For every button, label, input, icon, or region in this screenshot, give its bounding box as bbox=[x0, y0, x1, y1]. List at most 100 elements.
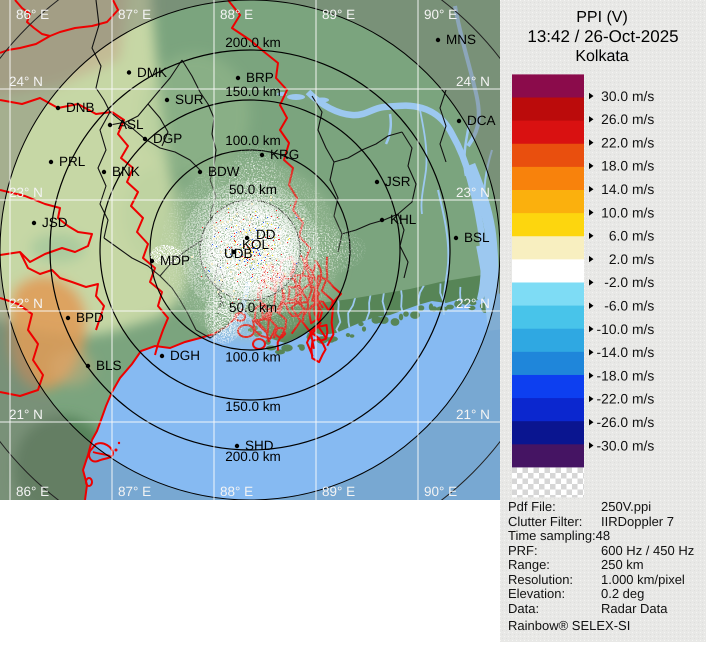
svg-text:18.0: 18.0 bbox=[601, 159, 628, 174]
svg-text:Time sampling:48: Time sampling:48 bbox=[508, 528, 610, 543]
svg-text:1.000 km/pixel: 1.000 km/pixel bbox=[601, 572, 685, 587]
svg-text:250 km: 250 km bbox=[601, 557, 644, 572]
svg-text:m/s: m/s bbox=[632, 229, 654, 244]
svg-text:89° E: 89° E bbox=[322, 7, 355, 22]
svg-text:23° N: 23° N bbox=[9, 185, 43, 200]
svg-text:MNS: MNS bbox=[446, 32, 476, 47]
svg-text:JSD: JSD bbox=[42, 215, 68, 230]
svg-text:KRG: KRG bbox=[270, 147, 299, 162]
svg-text:DD: DD bbox=[256, 227, 276, 242]
svg-text:m/s: m/s bbox=[632, 368, 654, 383]
svg-text:m/s: m/s bbox=[632, 182, 654, 197]
svg-text:SHD: SHD bbox=[245, 438, 274, 453]
svg-text:SUR: SUR bbox=[175, 92, 204, 107]
svg-text:250V.ppi: 250V.ppi bbox=[601, 499, 651, 514]
svg-text:m/s: m/s bbox=[632, 159, 654, 174]
svg-text:DCA: DCA bbox=[467, 113, 496, 128]
svg-text:MDP: MDP bbox=[160, 253, 190, 268]
svg-text:30.0: 30.0 bbox=[601, 89, 628, 104]
svg-text:BDW: BDW bbox=[208, 164, 240, 179]
svg-text:m/s: m/s bbox=[632, 89, 654, 104]
svg-text:88° E: 88° E bbox=[220, 7, 253, 22]
svg-text:6.0: 6.0 bbox=[609, 229, 629, 244]
svg-text:90° E: 90° E bbox=[424, 484, 457, 499]
svg-text:ASL: ASL bbox=[118, 117, 144, 132]
svg-text:2.0: 2.0 bbox=[609, 252, 629, 267]
svg-text:-6.0: -6.0 bbox=[604, 299, 628, 314]
svg-text:50.0 km: 50.0 km bbox=[229, 182, 277, 197]
svg-text:-22.0: -22.0 bbox=[597, 392, 629, 407]
svg-text:m/s: m/s bbox=[632, 438, 654, 453]
svg-text:PPI (V): PPI (V) bbox=[576, 9, 628, 26]
svg-text:-30.0: -30.0 bbox=[597, 438, 629, 453]
svg-text:23° N: 23° N bbox=[456, 185, 490, 200]
svg-text:89° E: 89° E bbox=[322, 484, 355, 499]
svg-text:BSL: BSL bbox=[464, 230, 490, 245]
svg-text:22.0: 22.0 bbox=[601, 135, 628, 150]
svg-text:UDB: UDB bbox=[224, 246, 253, 261]
svg-text:DNB: DNB bbox=[66, 100, 95, 115]
svg-text:200.0 km: 200.0 km bbox=[225, 449, 281, 464]
svg-text:Rainbow® SELEX-SI: Rainbow® SELEX-SI bbox=[508, 618, 630, 633]
svg-text:-14.0: -14.0 bbox=[597, 345, 629, 360]
svg-text:Range:: Range: bbox=[508, 557, 550, 572]
svg-text:KHL: KHL bbox=[390, 212, 417, 227]
svg-text:KOL: KOL bbox=[242, 237, 270, 252]
svg-text:BPD: BPD bbox=[76, 310, 104, 325]
svg-text:JSR: JSR bbox=[385, 174, 411, 189]
svg-text:200.0 km: 200.0 km bbox=[225, 35, 281, 50]
svg-text:21° N: 21° N bbox=[456, 407, 490, 422]
svg-text:24° N: 24° N bbox=[456, 74, 490, 89]
svg-text:BNK: BNK bbox=[112, 164, 140, 179]
svg-text:PRL: PRL bbox=[59, 154, 86, 169]
svg-text:m/s: m/s bbox=[632, 135, 654, 150]
svg-text:24° N: 24° N bbox=[9, 74, 43, 89]
svg-text:Pdf File:: Pdf File: bbox=[508, 499, 556, 514]
svg-text:21° N: 21° N bbox=[9, 407, 43, 422]
svg-text:m/s: m/s bbox=[632, 345, 654, 360]
svg-text:50.0 km: 50.0 km bbox=[229, 300, 277, 315]
svg-text:0.2 deg: 0.2 deg bbox=[601, 586, 644, 601]
svg-text:150.0 km: 150.0 km bbox=[225, 399, 281, 414]
svg-text:13:42 / 26-Oct-2025: 13:42 / 26-Oct-2025 bbox=[527, 27, 678, 46]
svg-text:100.0 km: 100.0 km bbox=[225, 350, 281, 365]
svg-text:m/s: m/s bbox=[632, 275, 654, 290]
svg-text:86° E: 86° E bbox=[16, 484, 49, 499]
svg-text:88° E: 88° E bbox=[220, 484, 253, 499]
svg-text:Elevation:: Elevation: bbox=[508, 586, 565, 601]
svg-text:m/s: m/s bbox=[632, 392, 654, 407]
svg-text:m/s: m/s bbox=[632, 322, 654, 337]
svg-text:10.0: 10.0 bbox=[601, 205, 628, 220]
svg-text:Data:: Data: bbox=[508, 601, 539, 616]
svg-text:IIRDoppler 7: IIRDoppler 7 bbox=[601, 514, 674, 529]
svg-text:87° E: 87° E bbox=[118, 7, 151, 22]
svg-text:m/s: m/s bbox=[632, 299, 654, 314]
svg-text:150.0 km: 150.0 km bbox=[225, 84, 281, 99]
svg-text:Clutter Filter:: Clutter Filter: bbox=[508, 514, 582, 529]
svg-text:m/s: m/s bbox=[632, 252, 654, 267]
svg-text:BRP: BRP bbox=[246, 70, 274, 85]
svg-text:87° E: 87° E bbox=[118, 484, 151, 499]
svg-text:14.0: 14.0 bbox=[601, 182, 628, 197]
svg-text:-10.0: -10.0 bbox=[597, 322, 629, 337]
svg-text:26.0: 26.0 bbox=[601, 112, 628, 127]
svg-text:DGH: DGH bbox=[170, 348, 200, 363]
svg-text:22° N: 22° N bbox=[456, 296, 490, 311]
svg-text:22° N: 22° N bbox=[9, 296, 43, 311]
svg-text:m/s: m/s bbox=[632, 415, 654, 430]
svg-text:86° E: 86° E bbox=[16, 7, 49, 22]
svg-text:Radar Data: Radar Data bbox=[601, 601, 668, 616]
svg-text:DGP: DGP bbox=[153, 131, 182, 146]
svg-text:Kolkata: Kolkata bbox=[575, 48, 628, 65]
svg-text:PRF:: PRF: bbox=[508, 543, 538, 558]
svg-text:Resolution:: Resolution: bbox=[508, 572, 573, 587]
svg-text:-26.0: -26.0 bbox=[597, 415, 629, 430]
svg-text:m/s: m/s bbox=[632, 205, 654, 220]
svg-text:600 Hz / 450 Hz: 600 Hz / 450 Hz bbox=[601, 543, 694, 558]
svg-text:100.0 km: 100.0 km bbox=[225, 133, 281, 148]
svg-text:-18.0: -18.0 bbox=[597, 368, 629, 383]
svg-text:m/s: m/s bbox=[632, 112, 654, 127]
svg-text:BLS: BLS bbox=[96, 358, 122, 373]
svg-text:-2.0: -2.0 bbox=[604, 275, 628, 290]
svg-text:DMK: DMK bbox=[137, 65, 167, 80]
